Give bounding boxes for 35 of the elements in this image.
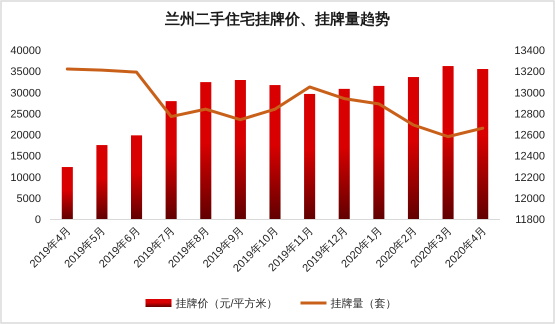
- y2-tick-label: 13200: [514, 66, 545, 78]
- y-tick-label: 20000: [10, 130, 41, 142]
- y-tick-label: 40000: [10, 45, 41, 57]
- bar: [62, 167, 73, 219]
- legend-label: 挂牌价（元/平方米）: [176, 297, 278, 310]
- y2-tick-label: 12000: [514, 192, 545, 205]
- bar: [269, 85, 281, 219]
- y-tick-label: 5000: [16, 192, 41, 205]
- line-series: [66, 68, 484, 138]
- bar: [234, 80, 246, 219]
- bar: [304, 94, 316, 219]
- y2-tick-label: 12200: [514, 172, 545, 184]
- bar: [408, 77, 419, 219]
- bar: [442, 66, 454, 219]
- y-tick-label: 25000: [10, 108, 41, 120]
- y2-tick-label: 12600: [514, 130, 545, 142]
- bar: [373, 86, 384, 219]
- chart-title: 兰州二手住宅挂牌价、挂牌量趋势: [164, 10, 390, 28]
- y2-tick-label: 11800: [515, 214, 545, 226]
- y-tick-label: 10000: [10, 172, 41, 184]
- bar: [477, 69, 488, 219]
- legend-label: 挂牌量（套）: [330, 298, 396, 310]
- bar: [96, 145, 108, 219]
- y2-tick-label: 13000: [514, 87, 545, 100]
- bar: [200, 82, 212, 219]
- y2-tick-label: 13400: [514, 45, 545, 57]
- y-tick-label: 15000: [10, 150, 41, 163]
- y-tick-label: 30000: [10, 87, 41, 100]
- y-tick-label: 0: [34, 214, 41, 226]
- bar: [166, 101, 177, 219]
- bar: [131, 135, 142, 219]
- y2-tick-label: 12800: [514, 108, 545, 120]
- bar: [338, 88, 350, 219]
- y-tick-label: 35000: [10, 66, 41, 78]
- y2-tick-label: 12400: [514, 150, 545, 163]
